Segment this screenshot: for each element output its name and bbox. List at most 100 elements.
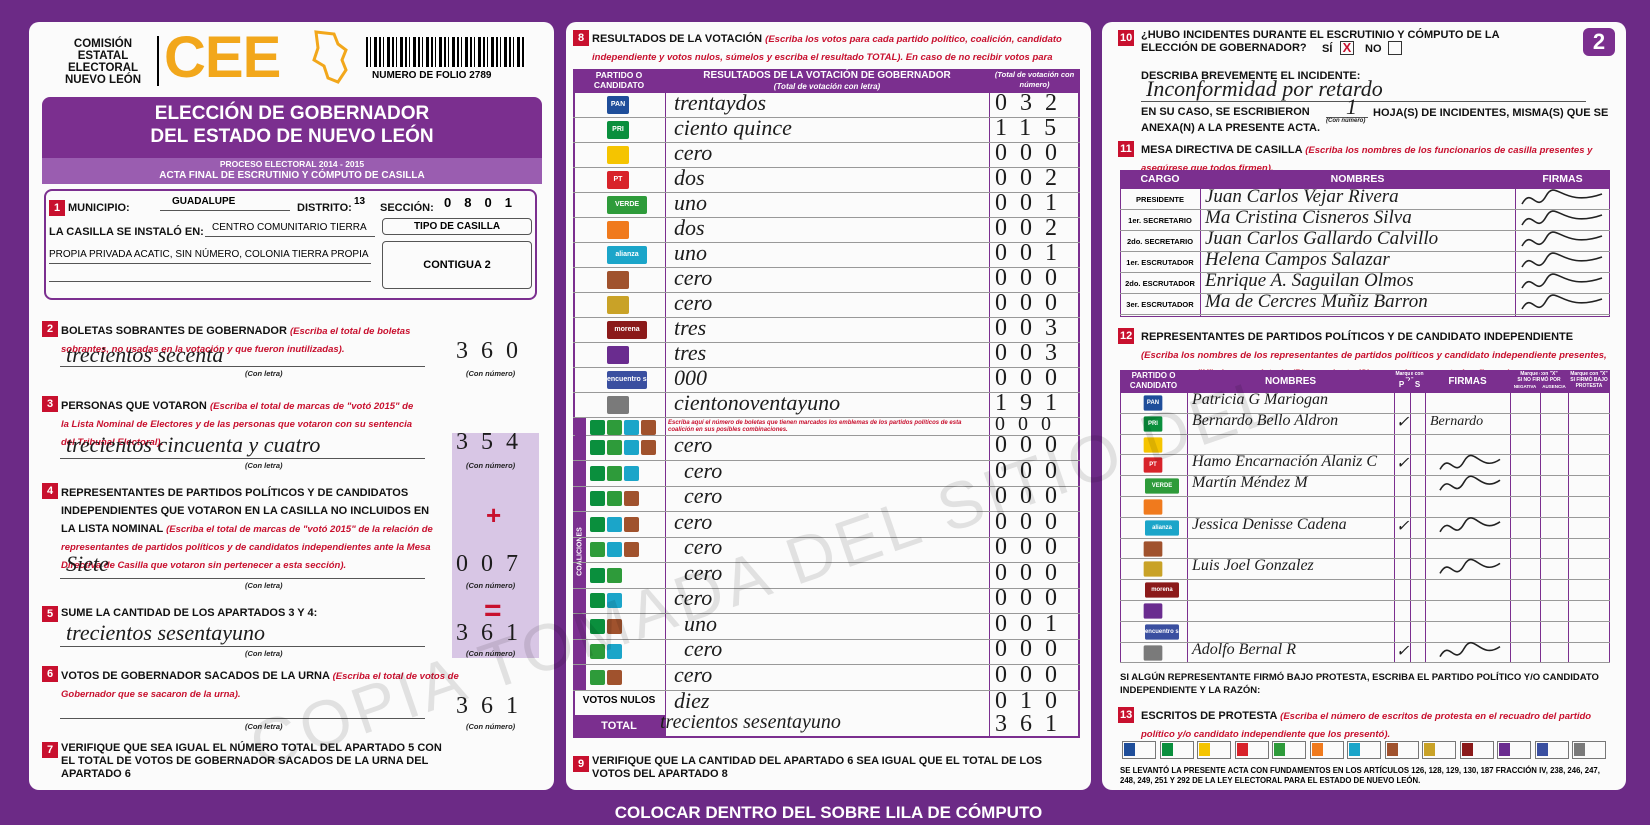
handwritten-letter: cero xyxy=(674,140,713,165)
coalition-label: COALICIONES xyxy=(576,527,584,576)
handwritten-number: 000 xyxy=(995,508,1070,535)
value: 0801 xyxy=(444,195,525,210)
line xyxy=(49,281,371,282)
party-logo xyxy=(607,296,629,314)
coalition-logo xyxy=(590,542,605,557)
handwritten-number: 001 xyxy=(995,610,1070,637)
section-number: 1 xyxy=(49,200,65,216)
protest-box xyxy=(1159,741,1194,759)
line xyxy=(60,646,425,647)
party-logo: alianza xyxy=(607,246,647,264)
row-line xyxy=(1120,475,1610,477)
title-line2: DEL ESTADO DE NUEVO LEÓN xyxy=(150,126,434,147)
party-logo xyxy=(1143,540,1163,557)
line xyxy=(160,210,290,211)
handwritten-letter: ciento quince xyxy=(674,115,792,140)
coalition-logo xyxy=(590,420,605,435)
column-line xyxy=(1540,370,1541,664)
protest-box xyxy=(1497,741,1531,759)
section-number: 10 xyxy=(1118,30,1135,46)
row-line xyxy=(573,292,1080,293)
row-line xyxy=(573,587,1080,589)
handwritten-letter: cero xyxy=(674,290,713,315)
column-header: NEGATIVA xyxy=(1513,384,1537,389)
handwritten-number: 000 xyxy=(995,636,1070,662)
handwritten-number: 115 xyxy=(995,115,1070,141)
row-line xyxy=(573,511,1080,512)
coalition-logo xyxy=(590,440,605,455)
row-line xyxy=(1120,579,1610,581)
column-header: S xyxy=(1414,380,1421,389)
protest-logo xyxy=(1424,743,1435,756)
question: ¿HUBO INCIDENTES DURANTE EL ESCRUTINIO Y… xyxy=(1141,29,1500,54)
section-text: REPRESENTANTES DE PARTIDOS POLÍTICOS Y D… xyxy=(61,483,446,573)
row-line xyxy=(1120,496,1610,497)
protest-note: SI ALGÚN REPRESENTANTE FIRMÓ BAJO PROTES… xyxy=(1120,672,1599,697)
handwritten-letter: Siete xyxy=(66,551,109,576)
row-line xyxy=(1120,600,1610,601)
protest-box xyxy=(1234,741,1269,759)
party-logo xyxy=(1143,561,1163,578)
right-panel xyxy=(1102,22,1626,790)
column-line xyxy=(665,69,666,738)
column-header: Marque con "X" xyxy=(1570,371,1608,377)
cargo: 1er. ESCRUTADOR xyxy=(1126,258,1194,267)
cargo: 2do. SECRETARIO xyxy=(1126,237,1194,246)
coalition-logo xyxy=(624,465,639,481)
coalition-logo xyxy=(607,618,622,634)
folio: NUMERO DE FOLIO 2789 xyxy=(372,70,492,81)
column-line xyxy=(1425,370,1426,664)
party-logo xyxy=(607,346,629,364)
handwritten-letter: tres xyxy=(674,340,707,365)
party-logo: VERDE xyxy=(1145,478,1179,494)
value: PROPIA PRIVADA ACATIC, SIN NÚMERO, COLON… xyxy=(49,249,369,260)
handwritten-signature: Bernardo xyxy=(1430,413,1484,429)
instruction: (Escriba el total de boletas sobrantes, … xyxy=(61,326,411,355)
row-line xyxy=(1120,662,1610,664)
section-text: PERSONAS QUE VOTARON (Escriba el total d… xyxy=(61,396,416,450)
protest-box xyxy=(1347,741,1381,759)
column-line xyxy=(1187,370,1188,664)
barcode xyxy=(366,37,526,67)
handwritten-letter: trentaydos xyxy=(674,90,767,115)
column-header: PARTIDO O CANDIDATO xyxy=(1129,371,1178,390)
line xyxy=(60,718,425,719)
line xyxy=(1141,101,1586,102)
handwritten-number: 354 xyxy=(456,429,531,455)
handwritten-number: 000 xyxy=(995,413,1064,435)
title-line1: ELECCIÓN DE GOBERNADOR xyxy=(154,103,430,124)
section-number: 13 xyxy=(1118,707,1135,723)
section-number: 4 xyxy=(42,483,58,499)
check-mark: ✓ xyxy=(1396,413,1410,431)
instruction: (Escriba los votos para cada partido pol… xyxy=(592,34,1062,63)
handwritten-letter: trecientos cincuenta y cuatro xyxy=(66,432,321,457)
protest-logo xyxy=(1461,743,1473,756)
coalition-logo xyxy=(624,420,639,435)
handwritten-letter: cero xyxy=(684,457,723,483)
section-number: 8 xyxy=(573,30,589,46)
coalition-logo xyxy=(590,567,605,583)
handwritten-letter: uno xyxy=(674,190,707,215)
label: DESCRIBA BREVEMENTE EL INCIDENTE: xyxy=(1141,70,1361,82)
column-line xyxy=(989,69,990,738)
party-logo xyxy=(607,221,629,239)
row-line xyxy=(573,435,1080,436)
handwritten-letter: uno xyxy=(684,610,717,636)
line xyxy=(60,366,425,367)
value: GUADALUPE xyxy=(172,196,236,207)
section-text: BOLETAS SOBRANTES DE GOBERNADOR (Escriba… xyxy=(61,321,411,357)
label: EN SU CASO, SE ESCRIBIERON xyxy=(1141,106,1310,118)
tipo-value: CONTIGUA 2 xyxy=(382,241,532,289)
operation-column xyxy=(452,433,539,658)
column-header: (Total de votación con número) xyxy=(994,70,1075,89)
protest-box xyxy=(1422,741,1456,759)
handwritten-letter: tres xyxy=(674,315,707,340)
protest-logo xyxy=(1536,743,1548,756)
section-number: 12 xyxy=(1118,328,1135,344)
label: HOJA(S) DE INCIDENTES, MISMA(S) QUE SE A… xyxy=(1141,107,1609,134)
coalition-logo xyxy=(590,644,605,659)
row-line xyxy=(1120,272,1610,273)
handwritten-number: 000 xyxy=(995,265,1070,291)
handwritten-number: 001 xyxy=(995,240,1070,266)
protest-logo xyxy=(1574,743,1585,756)
